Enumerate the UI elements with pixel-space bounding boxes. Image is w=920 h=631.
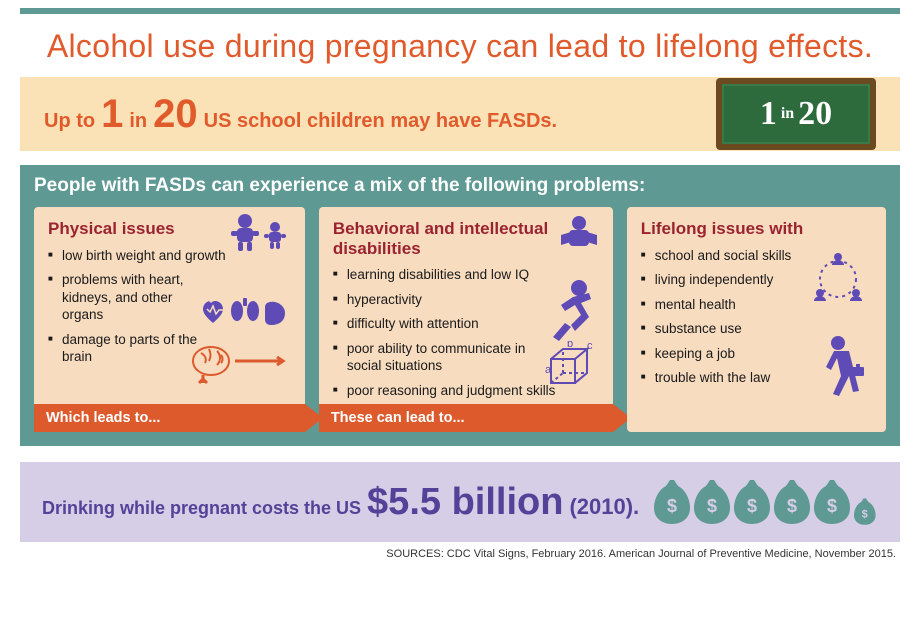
arrow-1-label: Which leads to... — [46, 410, 160, 426]
reading-person-icon — [557, 215, 601, 258]
cost-amount: $5.5 billion — [367, 481, 563, 524]
stat-prefix: Up to — [44, 110, 95, 133]
infographic: Alcohol use during pregnancy can lead to… — [0, 8, 920, 631]
organs-icon — [199, 295, 289, 334]
chalkboard-icon: 1 in 20 — [716, 78, 876, 150]
svg-text:b: b — [567, 341, 573, 350]
card-lifelong-title: Lifelong issues with — [641, 219, 872, 239]
stat-mid: in — [129, 110, 147, 133]
cost-prefix: Drinking while pregnant costs the US — [42, 498, 361, 519]
card-physical: Physical issues low birth weight and gro… — [34, 207, 305, 432]
problems-heading: People with FASDs can experience a mix o… — [34, 175, 886, 197]
stat-band: Up to 1 in 20 US school children may hav… — [20, 77, 900, 151]
briefcase-person-icon — [816, 335, 866, 404]
cost-year: (2010). — [569, 494, 639, 520]
svg-text:$: $ — [707, 496, 717, 516]
cards-row: Physical issues low birth weight and gro… — [34, 207, 886, 432]
stat-number-20: 20 — [153, 94, 198, 134]
main-title: Alcohol use during pregnancy can lead to… — [20, 28, 900, 65]
card-lifelong: Lifelong issues with school and social s… — [627, 207, 886, 432]
running-person-icon — [545, 279, 599, 348]
cost-text: Drinking while pregnant costs the US $5.… — [42, 481, 639, 524]
top-rule — [20, 8, 900, 14]
svg-text:c: c — [587, 341, 593, 352]
problems-section: People with FASDs can experience a mix o… — [20, 165, 900, 446]
arrow-leads-to-1: Which leads to... — [34, 404, 305, 432]
stat-number-1: 1 — [101, 94, 123, 134]
chalk-in: in — [781, 105, 794, 123]
svg-text:a: a — [545, 364, 552, 376]
svg-text:$: $ — [747, 496, 757, 516]
arrow-leads-to-2: These can lead to... — [319, 404, 613, 432]
baby-icon — [223, 213, 295, 264]
svg-text:$: $ — [827, 496, 837, 516]
svg-text:$: $ — [862, 509, 868, 521]
stat-text: Up to 1 in 20 US school children may hav… — [44, 94, 557, 134]
money-bags-icon: $ $ $ $ $ $ — [654, 476, 878, 528]
chalk-20: 20 — [798, 95, 832, 133]
svg-text:$: $ — [787, 496, 797, 516]
social-circle-icon — [808, 251, 868, 314]
cube-icon: a b c — [543, 341, 595, 396]
stat-suffix: US school children may have FASDs. — [204, 110, 557, 133]
card-behavioral: Behavioral and intellectual disabilities… — [319, 207, 613, 432]
arrow-2-label: These can lead to... — [331, 410, 465, 426]
chalk-1: 1 — [760, 95, 777, 133]
sources-text: SOURCES: CDC Vital Signs, February 2016.… — [24, 548, 896, 560]
svg-text:$: $ — [667, 496, 677, 516]
brain-icon — [181, 339, 291, 392]
cost-band: Drinking while pregnant costs the US $5.… — [20, 462, 900, 542]
